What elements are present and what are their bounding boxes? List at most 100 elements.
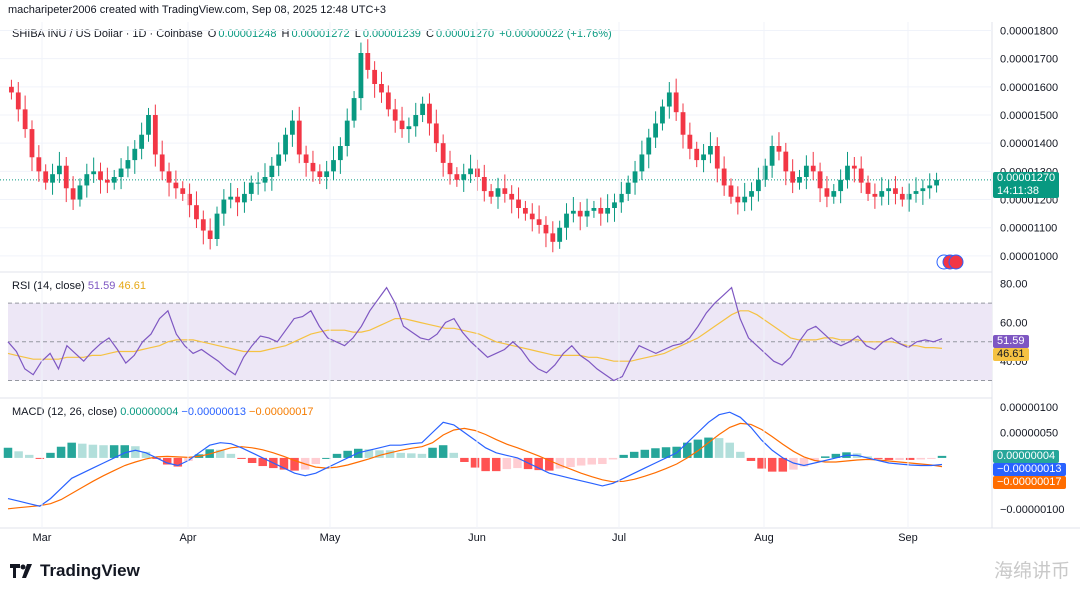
candle-body (495, 188, 501, 197)
macd-histogram-bar (290, 457, 299, 471)
candle-body (522, 208, 528, 214)
macd-histogram-bar (56, 446, 66, 458)
macd-histogram-bar (67, 442, 76, 458)
macd-histogram-bar (216, 449, 225, 458)
tradingview-logo[interactable]: TradingView (10, 561, 140, 581)
time-tick-label: Aug (754, 532, 774, 544)
candle-body (721, 168, 727, 186)
candle-body (132, 148, 138, 161)
candle-body (591, 208, 597, 211)
candle-body (269, 165, 275, 177)
candle-body (612, 202, 617, 208)
candle-body (646, 137, 652, 155)
low-label: L (354, 28, 361, 40)
country-flag-icon (948, 254, 964, 270)
macd-histogram-bar (789, 457, 798, 470)
macd-histogram-bar (237, 457, 246, 459)
candle-body (742, 196, 748, 203)
macd-histogram-bar (470, 457, 480, 468)
close-value: 0.00001270 (435, 28, 495, 40)
candle-body (125, 160, 131, 169)
candle-body (790, 171, 796, 183)
macd-histogram-bar (916, 457, 926, 460)
macd-histogram-bar (587, 457, 596, 465)
candle-body (200, 219, 206, 231)
candle-body (536, 219, 542, 225)
tradingview-logo-text: TradingView (40, 561, 140, 580)
macd-histogram-bar (513, 457, 522, 469)
macd-tick-label: 0.00000050 (1000, 428, 1058, 440)
candle-body (618, 193, 624, 203)
macd-tick-label: 0.00000100 (1000, 402, 1058, 414)
macd-line (7, 411, 943, 507)
macd-histogram-bar (375, 450, 384, 458)
macd-histogram-bar (884, 457, 894, 460)
macd-histogram-bar (141, 451, 151, 458)
macd-histogram-bar (661, 447, 671, 458)
candle-body (934, 179, 939, 186)
macd-histogram-bar (449, 452, 459, 458)
candle-body (653, 123, 659, 138)
candle-body (714, 146, 720, 169)
macd-histogram-bar (746, 457, 756, 461)
rsi-ma-line (7, 310, 943, 362)
candle-body (550, 233, 556, 242)
attribution-text: macharipeter2006 created with TradingVie… (8, 4, 386, 16)
candle-body (769, 146, 775, 166)
candle-body (173, 182, 179, 189)
macd-histogram-bar (714, 438, 724, 458)
macd-histogram-bar (226, 453, 236, 458)
candle-body (570, 210, 576, 214)
candle-body (858, 168, 864, 183)
macd-histogram-bar (736, 451, 745, 458)
candle-body (577, 210, 583, 217)
candle-body (159, 154, 165, 172)
macd-histogram-bar (725, 442, 734, 458)
candle-body (913, 191, 919, 194)
candle-body (831, 191, 837, 197)
candle-body (324, 171, 330, 177)
macd-histogram-bar (598, 457, 607, 465)
macd-histogram-bar (332, 453, 342, 458)
macd-histogram-bar (322, 457, 331, 459)
candle-body (242, 193, 247, 203)
candle-body (420, 103, 426, 115)
macd-signal-line (7, 422, 943, 510)
symbol-label: SHIBA INU / US Dollar · 1D · Coinbase (12, 28, 203, 40)
candle-body (139, 134, 145, 149)
candle-body (584, 210, 590, 217)
candle-body (701, 154, 706, 161)
candle-body (810, 165, 816, 172)
candle-body (365, 53, 371, 70)
candle-body (845, 165, 850, 180)
candle-body (111, 177, 117, 183)
macd-tick-label: −0.00000100 (1000, 504, 1065, 516)
candle-body (529, 213, 535, 220)
macd-histogram-bar (693, 439, 703, 458)
candle-body (406, 126, 412, 130)
candle-body (104, 179, 110, 183)
macd-histogram-bar (927, 457, 936, 459)
macd-histogram-bar (78, 443, 87, 458)
candle-body (502, 188, 508, 194)
candle-body (91, 171, 97, 175)
candle-body (392, 109, 398, 121)
candle-body (673, 92, 679, 113)
macd-histogram-bar (460, 457, 469, 462)
macd-histogram-bar (810, 457, 819, 461)
candle-body (310, 162, 316, 172)
candle-body (906, 193, 912, 200)
candle-body (296, 120, 302, 155)
candle-body (56, 165, 62, 175)
macd-histogram-bar (799, 457, 809, 467)
macd-histogram-bar (120, 445, 129, 458)
macd-histogram-bar (173, 457, 183, 467)
macd-histogram-bar (831, 453, 841, 458)
macd-histogram-bar (937, 455, 947, 458)
macd-histogram-bar (576, 457, 586, 466)
candle-body (543, 224, 549, 234)
price-tick-label: 0.00001000 (1000, 251, 1058, 263)
macd-histogram-bar (247, 457, 257, 463)
